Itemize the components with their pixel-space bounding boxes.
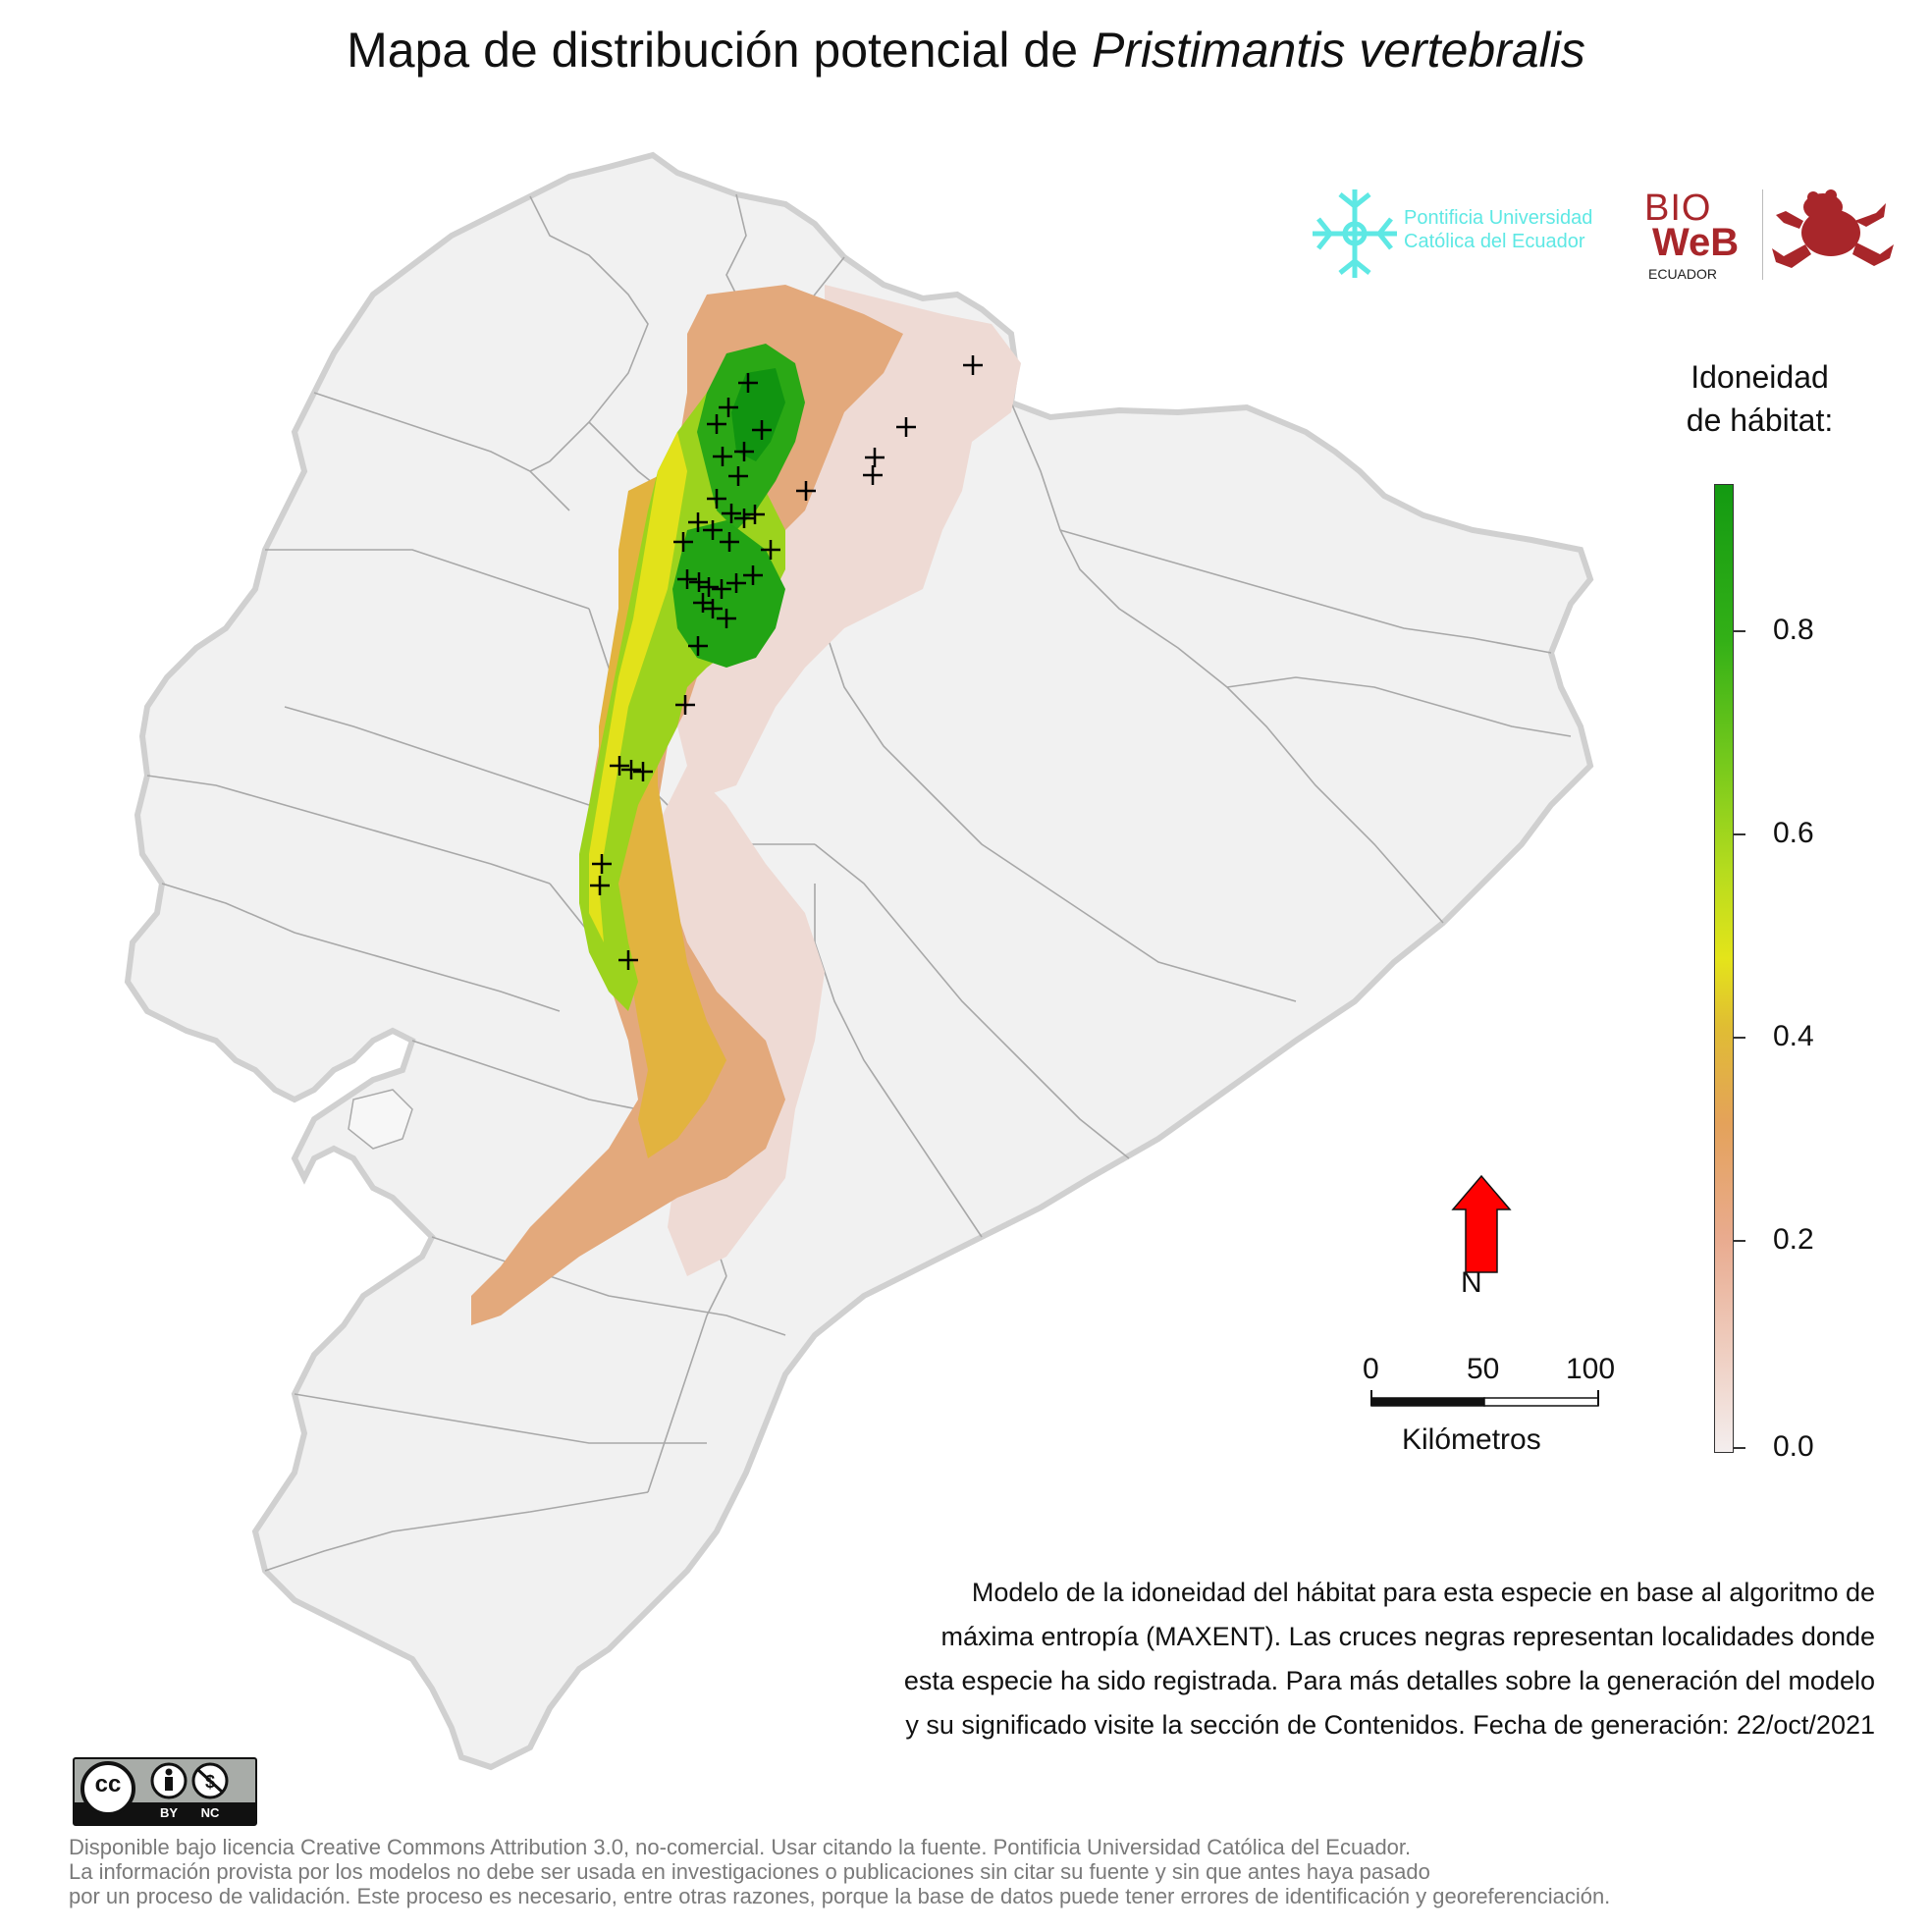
cc-by-text: BY xyxy=(159,1805,179,1820)
occurrence-point xyxy=(703,599,723,618)
suitability-yellow-edge xyxy=(589,432,687,942)
occurrence-point xyxy=(734,509,754,528)
scale-bar xyxy=(1370,1390,1599,1407)
occurrence-point xyxy=(673,532,693,552)
bioweb-logo: BIO WeB ECUADOR xyxy=(1644,182,1900,290)
cc-nc-text: NC xyxy=(200,1805,220,1820)
legend-tick xyxy=(1734,1240,1745,1242)
legend-title-line2: de hábitat: xyxy=(1686,402,1834,438)
occurrence-point xyxy=(688,512,708,532)
occurrence-point xyxy=(796,481,816,501)
frog-icon xyxy=(1772,189,1894,268)
footer-line: Disponible bajo licencia Creative Common… xyxy=(69,1835,1412,1859)
scale-label-0: 0 xyxy=(1363,1353,1379,1385)
occurrence-point xyxy=(707,414,726,434)
north-arrow xyxy=(1451,1174,1512,1273)
legend-title: Idoneidad de hábitat: xyxy=(1669,355,1851,442)
north-label: N xyxy=(1461,1266,1482,1299)
scale-unit: Kilómetros xyxy=(1402,1423,1541,1456)
occurrence-point xyxy=(621,760,641,779)
description-line: esta especie ha sido registrada. Para má… xyxy=(903,1666,1875,1695)
occurrence-point xyxy=(592,854,612,874)
occurrence-point xyxy=(707,489,726,509)
puce-logo: Pontificia Universidad Católica del Ecua… xyxy=(1311,185,1635,283)
description-line: máxima entropía (MAXENT). Las cruces neg… xyxy=(940,1622,1875,1651)
footer-line: La información provista por los modelos … xyxy=(69,1859,1430,1884)
puce-line2: Católica del Ecuador xyxy=(1404,231,1585,252)
legend-tick-label: 0.2 xyxy=(1773,1223,1814,1256)
occurrence-point xyxy=(720,532,739,552)
legend-tick xyxy=(1734,1447,1745,1449)
cc-badge-graphic: $ xyxy=(75,1761,255,1824)
occurrence-point xyxy=(610,756,629,776)
legend-tick xyxy=(1734,630,1745,632)
footer-line: por un proceso de validación. Este proce… xyxy=(69,1884,1611,1908)
occurrence-point xyxy=(734,442,754,461)
model-description: Modelo de la idoneidad del hábitat para … xyxy=(746,1571,1875,1747)
occurrence-point xyxy=(717,609,736,628)
occurrence-point xyxy=(863,465,883,485)
description-line: y su significado visite la sección de Co… xyxy=(905,1710,1875,1740)
description-line: Modelo de la idoneidad del hábitat para … xyxy=(971,1578,1875,1607)
license-disclaimer: Disponible bajo licencia Creative Common… xyxy=(69,1835,1610,1908)
island-puna xyxy=(348,1089,413,1150)
bioweb-bio: BIO xyxy=(1644,188,1712,229)
legend-tick xyxy=(1734,833,1745,835)
puce-name: Pontificia Universidad Católica del Ecua… xyxy=(1404,206,1592,253)
occurrence-point xyxy=(728,466,748,486)
occurrence-point xyxy=(688,636,708,656)
suitability-very-high-center xyxy=(672,520,785,668)
occurrence-point xyxy=(722,504,741,523)
svg-text:$: $ xyxy=(205,1772,215,1792)
cc-symbol-text: cc xyxy=(94,1771,122,1798)
occurrence-point xyxy=(761,540,780,560)
occurrence-point xyxy=(745,505,765,524)
occurrence-point xyxy=(896,417,916,437)
legend-tick-label: 0.0 xyxy=(1773,1430,1814,1463)
legend-tick-label: 0.4 xyxy=(1773,1020,1814,1052)
occurrence-point xyxy=(689,572,709,592)
legend-tick-label: 0.8 xyxy=(1773,614,1814,646)
bioweb-country: ECUADOR xyxy=(1648,266,1718,282)
occurrence-point xyxy=(590,876,610,895)
puce-line1: Pontificia Universidad xyxy=(1404,207,1593,229)
occurrence-point xyxy=(677,569,697,589)
scale-label-50: 50 xyxy=(1467,1353,1500,1385)
occurrence-point xyxy=(752,420,772,440)
suitability-very-high-core xyxy=(731,368,785,461)
bioweb-divider xyxy=(1762,189,1763,280)
occurrence-point xyxy=(743,565,763,585)
legend-color-bar xyxy=(1714,484,1734,1453)
occurrence-point xyxy=(726,573,746,593)
scale-label-100: 100 xyxy=(1566,1353,1616,1385)
occurrence-point xyxy=(699,577,719,597)
species-name: Pristimantis vertebralis xyxy=(1091,23,1585,78)
occurrence-point xyxy=(865,448,885,467)
legend-tick-label: 0.6 xyxy=(1773,817,1814,849)
occurrence-point xyxy=(703,520,723,540)
occurrence-point xyxy=(738,373,758,393)
occurrence-point xyxy=(618,950,638,970)
occurrence-point xyxy=(719,398,738,417)
occurrence-point xyxy=(713,447,732,466)
occurrence-point xyxy=(712,579,731,599)
legend-tick xyxy=(1734,1037,1745,1039)
occurrence-point xyxy=(633,762,653,781)
map-title: Mapa de distribución potencial de Pristi… xyxy=(0,22,1932,79)
occurrence-point xyxy=(963,355,983,375)
legend-title-line1: Idoneidad xyxy=(1690,359,1829,395)
bioweb-web: WeB xyxy=(1652,221,1740,264)
occurrence-points xyxy=(590,355,983,970)
suitability-low-north xyxy=(677,285,1021,795)
cc-license-badge: $ cc BY NC xyxy=(73,1757,257,1826)
map-title-prefix: Mapa de distribución potencial de xyxy=(347,23,1079,78)
occurrence-point xyxy=(675,695,695,715)
puce-emblem-icon xyxy=(1313,189,1397,278)
